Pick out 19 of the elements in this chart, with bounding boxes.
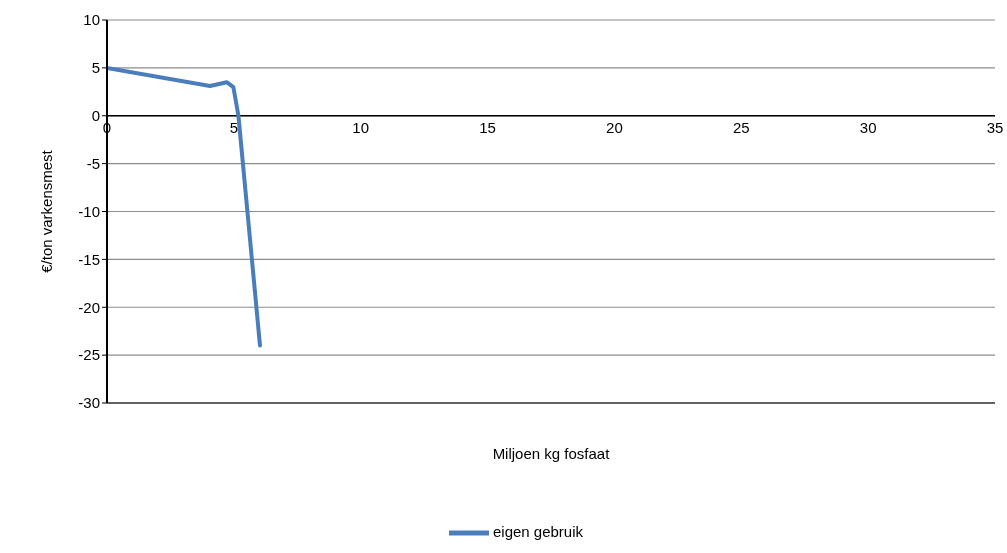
y-tick-label: -15: [78, 250, 100, 268]
x-tick-label: 30: [859, 118, 877, 136]
y-tick-label: -30: [78, 394, 100, 412]
y-tick-label: -10: [78, 202, 100, 220]
x-axis-title: Miljoen kg fosfaat: [492, 445, 611, 462]
y-tick-label: 5: [91, 59, 100, 77]
y-axis-title: €/ton varkensmest: [38, 149, 56, 273]
x-tick-label: 35: [986, 118, 1004, 136]
x-tick-label: 20: [606, 118, 623, 136]
y-tick-label: -20: [78, 298, 100, 316]
y-tick-label: -5: [86, 154, 100, 172]
x-tick-label: 25: [732, 118, 750, 136]
x-tick-label: 5: [229, 118, 239, 136]
x-tick-label: 10: [352, 118, 370, 136]
y-tick-label: 0: [91, 107, 100, 125]
legend-label: eigen gebruik: [492, 522, 584, 540]
x-tick-label: 15: [479, 118, 496, 136]
y-tick-label: -25: [78, 346, 100, 364]
y-tick-label: 10: [83, 11, 100, 29]
